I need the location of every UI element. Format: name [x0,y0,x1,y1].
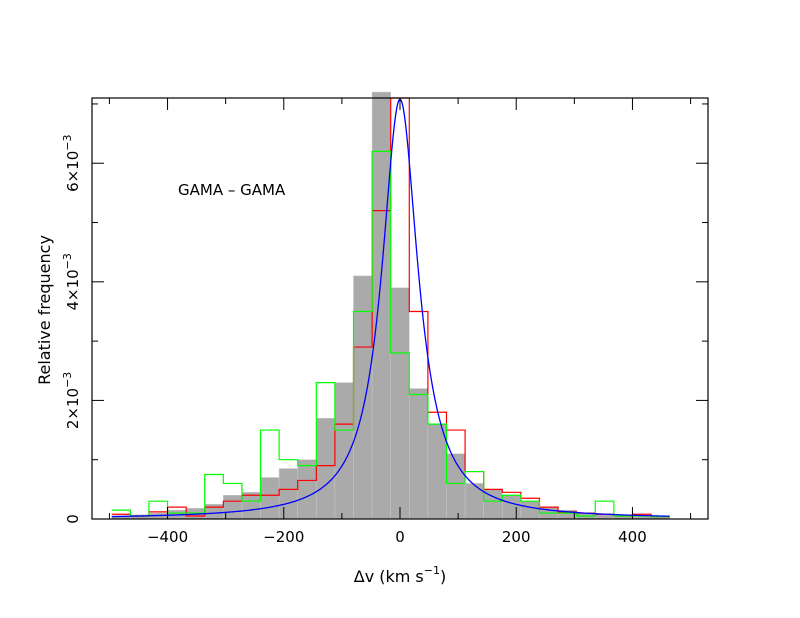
gray-bar [316,417,336,520]
x-tick-label: 0 [395,528,405,546]
gray-bar [371,91,391,520]
annotation-label: GAMA – GAMA [178,181,286,199]
gray-bar [502,495,522,520]
plot-area [111,91,670,520]
gray-bar [409,388,429,520]
x-tick-label: 400 [618,528,647,546]
gray-bar [427,423,447,520]
y-tick-label: 2×10−3 [61,372,82,429]
x-axis-label-exp: −1 [424,564,440,577]
gray-bar [297,459,317,520]
y-tick-mantissa: 0 [64,514,82,524]
y-tick-mantissa: 4×10 [64,269,82,310]
gray-bar [241,492,261,520]
axis-ticks [92,98,708,520]
y-tick-exponent: −3 [61,372,74,388]
blue-fit-curve [111,98,670,518]
green-histogram [111,150,670,518]
gray-bar [464,483,484,520]
x-tick-label: −200 [263,528,304,546]
y-tick-label: 6×10−3 [61,135,82,192]
y-tick-mantissa: 6×10 [64,151,82,192]
gray-bar [390,287,410,520]
y-tick-label: 4×10−3 [61,253,82,310]
x-tick-label: 200 [502,528,531,546]
y-tick-labels: 02×10−34×10−36×10−3 [61,135,82,524]
gray-bar [353,275,373,520]
x-tick-label: −400 [147,528,188,546]
y-tick-label: 0 [64,514,82,524]
gray-bar [278,468,298,520]
gray-bar [446,453,466,520]
y-tick-exponent: −3 [61,135,74,151]
x-axis-label-close: ) [440,567,446,586]
gray-bar [204,503,224,520]
x-tick-labels: −400 −200 0 200 400 [147,528,647,546]
gray-bar [334,382,354,520]
y-axis-label: Relative frequency [35,235,54,385]
x-axis-label-main: Δv (km s [354,567,424,586]
x-axis-label: Δv (km s−1) [354,564,446,586]
gray-bar [520,500,540,520]
green-step-line [111,150,670,518]
blue-fit-line [111,98,670,518]
y-tick-exponent: −3 [61,253,74,269]
y-tick-mantissa: 2×10 [64,388,82,429]
gray-bar [260,477,280,520]
